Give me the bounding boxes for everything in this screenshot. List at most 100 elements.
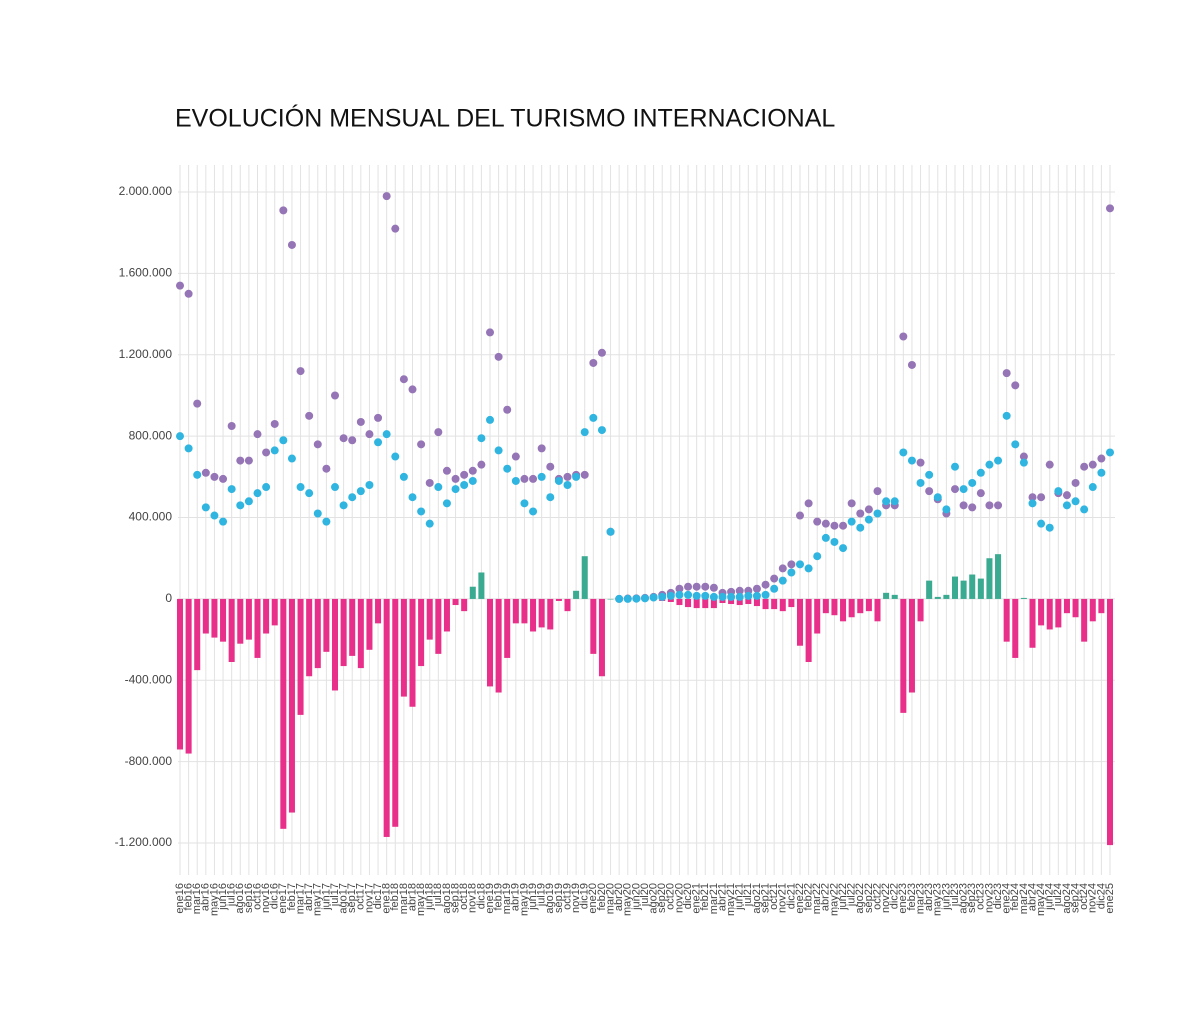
x-tick-label: oct21 (768, 883, 780, 910)
bar (995, 554, 1002, 599)
line-marker (899, 448, 908, 457)
line-marker (477, 460, 486, 469)
line-marker (761, 590, 770, 599)
bar (702, 598, 709, 609)
line-marker (262, 448, 271, 457)
line-marker (839, 521, 848, 530)
line-marker (907, 360, 916, 369)
x-tick-label: dic17 (372, 883, 384, 909)
x-tick-label: jun19 (527, 883, 539, 911)
bar (891, 594, 898, 599)
line-marker (279, 436, 288, 445)
bar (478, 572, 485, 599)
bar (960, 580, 967, 599)
line-marker (503, 464, 512, 473)
x-tick-label: ago17 (338, 883, 350, 914)
line-marker (520, 474, 529, 483)
x-tick-label: ene19 (484, 883, 496, 914)
line-marker (494, 446, 503, 455)
x-tick-label: feb24 (1009, 883, 1021, 911)
line-marker (236, 456, 245, 465)
x-tick-label: feb19 (493, 883, 505, 911)
bar (564, 598, 571, 612)
line-marker (580, 470, 589, 479)
line-marker (942, 505, 951, 514)
bar (1063, 598, 1070, 614)
line-marker (486, 328, 494, 337)
bar (736, 598, 743, 606)
line-marker (641, 594, 649, 603)
line-marker (287, 454, 296, 463)
line-marker (589, 413, 598, 422)
bar (202, 598, 209, 634)
line-marker (529, 507, 538, 516)
x-tick-label: jul20 (639, 883, 651, 907)
line-marker (365, 430, 374, 439)
bar (900, 598, 907, 713)
bar (237, 598, 244, 644)
line-marker (486, 415, 494, 424)
x-tick-label: abr23 (923, 883, 935, 911)
line-marker (1028, 499, 1037, 508)
x-tick-label: abr21 (716, 883, 728, 911)
line-marker (658, 592, 667, 601)
line-marker (1002, 411, 1011, 420)
y-tick-label: 400.000 (129, 510, 173, 524)
x-tick-label: ago16 (234, 883, 246, 914)
line-marker (296, 367, 305, 376)
line-marker (787, 568, 796, 577)
x-tick-label: nov21 (777, 883, 789, 913)
bar (951, 576, 959, 599)
line-marker (451, 485, 460, 494)
bar (753, 598, 760, 607)
line-marker (425, 519, 434, 528)
bar (1012, 598, 1019, 658)
line-marker (313, 440, 322, 449)
line-marker (184, 444, 193, 453)
bar (375, 598, 382, 624)
x-tick-label: nov24 (1087, 883, 1099, 913)
line-marker (201, 468, 210, 477)
x-tick-label: abr20 (613, 883, 625, 911)
bar (288, 598, 295, 813)
bar (1029, 598, 1036, 648)
line-marker (546, 462, 555, 471)
line-marker (1028, 493, 1037, 502)
line-marker (821, 519, 830, 528)
x-tick-label: sep18 (449, 883, 461, 913)
y-tick-label: -400.000 (125, 672, 173, 686)
bar (228, 598, 235, 662)
x-tick-label: may16 (208, 883, 220, 916)
chart-title: EVOLUCIÓN MENSUAL DEL TURISMO INTERNACIO… (175, 104, 835, 133)
y-tick-label: 1.600.000 (119, 266, 173, 280)
x-tick-label: feb18 (389, 883, 401, 911)
line-marker (365, 481, 374, 490)
line-marker (391, 452, 400, 461)
bar (538, 598, 545, 628)
x-tick-label: abr16 (200, 883, 212, 911)
line-marker (270, 419, 279, 428)
x-tick-label: feb20 (596, 883, 608, 911)
line-marker (580, 428, 589, 437)
bar (504, 598, 511, 658)
x-tick-label: mar23 (914, 883, 926, 914)
line-marker (856, 523, 865, 532)
x-tick-label: jul19 (536, 883, 548, 907)
bar (263, 598, 270, 634)
line-marker (830, 521, 839, 530)
line-marker (382, 430, 391, 439)
line-marker (1106, 204, 1114, 213)
bar (211, 598, 218, 638)
bar (883, 592, 890, 599)
bar (409, 598, 416, 707)
x-tick-label: abr17 (303, 883, 315, 911)
line-marker (847, 499, 856, 508)
line-marker (804, 499, 813, 508)
bar (555, 598, 562, 601)
line-marker (1054, 487, 1063, 496)
bar (857, 598, 864, 614)
line-marker (1071, 497, 1080, 506)
line-marker (873, 509, 882, 518)
line-marker (1088, 460, 1097, 469)
